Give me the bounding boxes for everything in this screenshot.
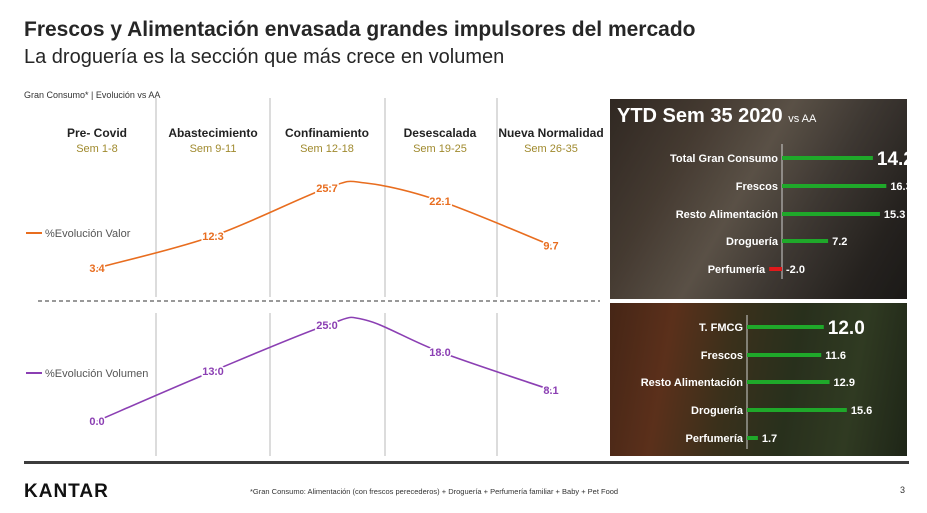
ytd-panel: Total Gran Consumo 14.2 Frescos 16.3 Resto A… xyxy=(610,99,907,299)
phase-weeks-label: Sem 1-8 xyxy=(76,143,118,155)
data-label-volumen: 18.0 xyxy=(429,347,450,359)
data-label-valor: 25.7 xyxy=(316,183,337,195)
data-label-volumen: 13.0 xyxy=(202,366,223,378)
bar-value-label: 11.6 xyxy=(825,350,846,362)
bar xyxy=(782,156,873,160)
phase-label: Nueva Normalidad xyxy=(498,126,603,140)
phase-label: Pre- Covid xyxy=(67,126,127,140)
footnote: *Gran Consumo: Alimentación (con frescos… xyxy=(250,487,619,496)
ytd-title: YTD Sem 35 2020 vs AA xyxy=(617,105,816,128)
bar-category-label: Resto Alimentación xyxy=(676,209,779,221)
legend-label-valor: %Evolución Valor xyxy=(45,228,131,240)
bar-category-label: Droguería xyxy=(726,236,779,248)
bar xyxy=(782,184,887,188)
bar-category-label: Frescos xyxy=(701,350,743,362)
fmcg-panel: T. FMCG 12.0 Frescos 11.6 Resto Alimentación… xyxy=(610,303,907,456)
bar-category-label: Perfumería xyxy=(708,264,766,276)
bar-value-label: 7.2 xyxy=(832,236,847,248)
page-title: Frescos y Alimentación envasada grandes … xyxy=(24,18,696,41)
bar-category-label: Resto Alimentación xyxy=(641,377,744,389)
bar xyxy=(747,408,847,412)
page-subtitle: La droguería es la sección que más crece… xyxy=(24,46,505,68)
ytd-title-suffix: vs AA xyxy=(788,113,817,125)
ytd-title-text: YTD Sem 35 2020 xyxy=(617,105,783,127)
bar-value-label: 1.7 xyxy=(762,433,777,445)
bar xyxy=(747,353,822,357)
bar-value-label: 15.3 xyxy=(884,209,905,221)
bar xyxy=(747,325,824,329)
ytd-bar-chart: Total Gran Consumo 14.2 Frescos 16.3 Resto A… xyxy=(610,99,907,299)
data-label-valor: 9.7 xyxy=(543,240,558,252)
page-number: 3 xyxy=(900,485,906,495)
phase-weeks-label: Sem 12-18 xyxy=(300,143,354,155)
bar-value-label: 16.3 xyxy=(890,181,907,193)
series-line-valor xyxy=(96,180,552,269)
bar-value-label: 15.6 xyxy=(851,405,872,417)
phase-weeks-label: Sem 26-35 xyxy=(524,143,578,155)
bar xyxy=(747,436,758,440)
bar-category-label: Droguería xyxy=(691,405,744,417)
phase-label: Confinamiento xyxy=(285,126,369,140)
series-line-volumen xyxy=(96,316,552,422)
bar-value-label: 14.2 xyxy=(877,149,907,170)
bar xyxy=(782,239,829,243)
source-note: Gran Consumo* | Evolución vs AA xyxy=(24,90,161,100)
bar-category-label: Perfumería xyxy=(686,433,744,445)
legend-label-volumen: %Evolución Volumen xyxy=(45,368,148,380)
bar-category-label: T. FMCG xyxy=(699,322,743,334)
bar-value-label: 12.0 xyxy=(828,318,865,339)
phase-weeks-label: Sem 9-11 xyxy=(190,143,237,155)
fmcg-bar-chart: T. FMCG 12.0 Frescos 11.6 Resto Alimentación… xyxy=(610,303,907,456)
data-label-volumen: 0.0 xyxy=(89,416,104,428)
bar xyxy=(782,212,880,216)
data-label-valor: 3.4 xyxy=(89,263,105,275)
data-label-valor: 12.3 xyxy=(202,231,223,243)
phase-weeks-label: Sem 19-25 xyxy=(413,143,467,155)
evolution-line-chart: Pre- Covid Sem 1-8 Abastecimiento Sem 9-11 C… xyxy=(26,98,604,456)
panel-shade xyxy=(610,99,907,299)
bar xyxy=(747,380,830,384)
bar-category-label: Total Gran Consumo xyxy=(670,153,778,165)
footer-divider xyxy=(24,461,909,464)
data-label-volumen: 8.1 xyxy=(543,385,558,397)
data-label-volumen: 25.0 xyxy=(316,320,337,332)
phase-label: Desescalada xyxy=(404,126,477,140)
bar-category-label: Frescos xyxy=(736,181,778,193)
bar xyxy=(769,267,782,271)
phase-label: Abastecimiento xyxy=(168,126,257,140)
data-label-valor: 22.1 xyxy=(429,196,450,208)
bar-value-label: 12.9 xyxy=(834,377,855,389)
bar-value-label: -2.0 xyxy=(786,264,805,276)
kantar-logo: KANTAR xyxy=(24,481,109,502)
